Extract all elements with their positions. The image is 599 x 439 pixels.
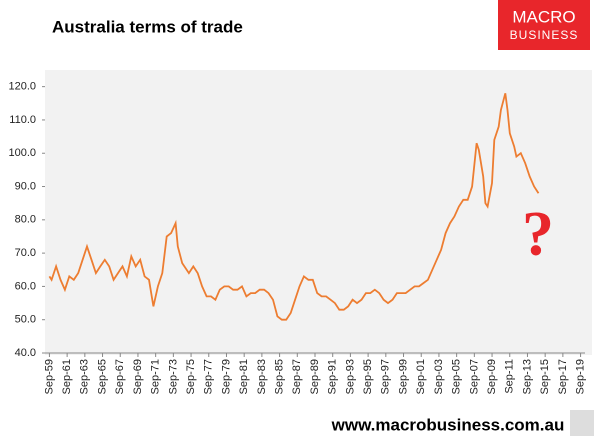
x-tick-label: Sep-87 xyxy=(291,359,303,394)
x-tick-label: Sep-97 xyxy=(380,359,392,394)
x-tick-label: Sep-69 xyxy=(132,359,144,394)
x-tick-label: Sep-61 xyxy=(61,359,73,394)
y-tick-label: 60.0 xyxy=(15,280,36,292)
x-tick-label: Sep-71 xyxy=(150,359,162,394)
x-tick-label: Sep-73 xyxy=(167,359,179,394)
x-tick-label: Sep-05 xyxy=(451,359,463,394)
x-tick-label: Sep-59 xyxy=(43,359,55,394)
footer: www.macrobusiness.com.au xyxy=(331,415,565,434)
y-tick-label: 50.0 xyxy=(15,314,36,326)
x-tick-label: Sep-63 xyxy=(79,359,91,394)
x-tick-label: Sep-19 xyxy=(574,359,586,394)
x-tick-label: Sep-07 xyxy=(468,359,480,394)
annotation: ? xyxy=(522,198,554,269)
logo-text: MACRO xyxy=(512,7,575,26)
x-tick-label: Sep-77 xyxy=(203,359,215,394)
x-tick-label: Sep-17 xyxy=(557,359,569,394)
x-tick-label: Sep-83 xyxy=(256,359,268,394)
x-tick-label: Sep-89 xyxy=(309,359,321,394)
x-tick-label: Sep-03 xyxy=(433,359,445,394)
x-tick-label: Sep-09 xyxy=(486,359,498,394)
logo-box xyxy=(498,0,590,50)
x-tick-label: Sep-11 xyxy=(504,359,516,394)
x-tick-label: Sep-85 xyxy=(273,359,285,394)
y-tick-label: 40.0 xyxy=(15,347,36,359)
x-tick-label: Sep-79 xyxy=(220,359,232,394)
chart-title: Australia terms of trade xyxy=(52,17,243,36)
x-tick-label: Sep-91 xyxy=(327,359,339,394)
x-tick-label: Sep-75 xyxy=(185,359,197,394)
x-tick-label: Sep-99 xyxy=(397,359,409,394)
x-tick-label: Sep-67 xyxy=(114,359,126,394)
x-tick-label: Sep-15 xyxy=(539,359,551,394)
logo-text: BUSINESS xyxy=(510,28,579,42)
data-line xyxy=(48,93,540,321)
y-tick-label: 70.0 xyxy=(15,247,36,259)
footer-icon xyxy=(570,410,594,436)
y-tick-label: 100.0 xyxy=(8,147,36,159)
y-tick-label: 80.0 xyxy=(15,214,36,226)
y-tick-label: 110.0 xyxy=(9,114,36,126)
y-tick-label: 120.0 xyxy=(8,81,36,93)
x-tick-label: Sep-13 xyxy=(521,359,533,394)
plot-area xyxy=(45,70,592,355)
x-tick-label: Sep-95 xyxy=(362,359,374,394)
x-tick-label: Sep-81 xyxy=(238,359,250,394)
x-tick-label: Sep-93 xyxy=(344,359,356,394)
x-tick-label: Sep-65 xyxy=(96,359,108,394)
x-tick-label: Sep-01 xyxy=(415,359,427,394)
y-tick-label: 90.0 xyxy=(15,180,36,192)
